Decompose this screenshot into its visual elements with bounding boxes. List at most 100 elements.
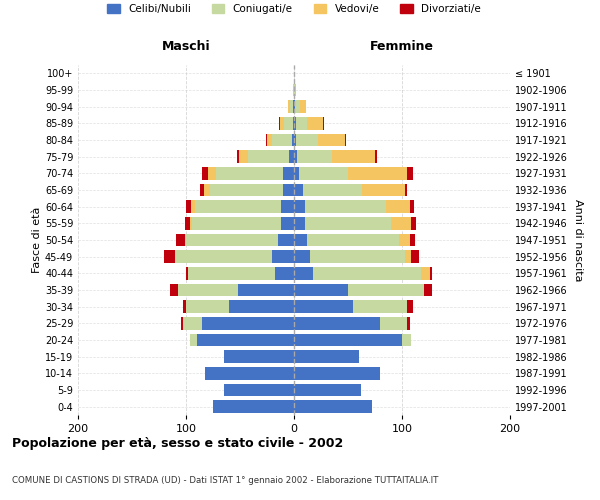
Bar	[186, 300, 229, 313]
Bar	[193, 217, 281, 230]
Bar	[202, 167, 208, 179]
Bar	[281, 200, 294, 213]
Bar	[190, 217, 193, 230]
Bar	[410, 250, 419, 263]
Bar	[208, 167, 216, 179]
Bar	[295, 100, 301, 113]
Bar	[186, 200, 191, 213]
Bar	[332, 150, 375, 163]
Bar	[280, 117, 284, 130]
Text: Popolazione per età, sesso e stato civile - 2002: Popolazione per età, sesso e stato civil…	[12, 437, 343, 450]
Bar	[197, 334, 294, 346]
Bar	[213, 400, 294, 413]
Bar	[205, 367, 294, 380]
Bar	[284, 117, 293, 130]
Bar	[237, 150, 239, 163]
Bar	[296, 117, 307, 130]
Bar	[348, 284, 424, 296]
Bar	[191, 200, 194, 213]
Bar	[294, 400, 372, 413]
Bar	[238, 284, 294, 296]
Bar	[294, 284, 348, 296]
Bar	[186, 267, 188, 280]
Bar	[279, 117, 280, 130]
Bar	[290, 100, 293, 113]
Bar	[305, 217, 391, 230]
Bar	[283, 184, 294, 196]
Bar	[272, 250, 294, 263]
Bar	[295, 84, 296, 96]
Bar	[224, 384, 294, 396]
Bar	[310, 250, 405, 263]
Bar	[307, 117, 323, 130]
Bar	[294, 250, 310, 263]
Y-axis label: Anni di nascita: Anni di nascita	[573, 198, 583, 281]
Bar	[294, 384, 361, 396]
Bar	[287, 100, 290, 113]
Bar	[294, 117, 296, 130]
Bar	[229, 300, 294, 313]
Bar	[302, 184, 362, 196]
Bar	[190, 334, 197, 346]
Bar	[248, 150, 289, 163]
Bar	[239, 150, 248, 163]
Bar	[430, 267, 432, 280]
Bar	[386, 200, 410, 213]
Bar	[297, 150, 332, 163]
Bar	[294, 167, 299, 179]
Bar	[299, 167, 348, 179]
Bar	[348, 167, 407, 179]
Bar	[181, 317, 183, 330]
Bar	[294, 100, 295, 113]
Text: Femmine: Femmine	[370, 40, 434, 54]
Bar	[305, 200, 386, 213]
Bar	[294, 350, 359, 363]
Bar	[391, 217, 410, 230]
Bar	[407, 300, 413, 313]
Bar	[421, 267, 430, 280]
Bar	[293, 117, 294, 130]
Y-axis label: Fasce di età: Fasce di età	[32, 207, 42, 273]
Bar	[294, 334, 402, 346]
Bar	[275, 267, 294, 280]
Bar	[170, 284, 178, 296]
Bar	[294, 317, 380, 330]
Bar	[362, 184, 405, 196]
Bar	[410, 200, 414, 213]
Bar	[294, 217, 305, 230]
Bar	[424, 284, 432, 296]
Bar	[178, 284, 238, 296]
Bar	[175, 250, 272, 263]
Legend: Celibi/Nubili, Coniugati/e, Vedovi/e, Divorziati/e: Celibi/Nubili, Coniugati/e, Vedovi/e, Di…	[103, 0, 485, 18]
Bar	[294, 134, 296, 146]
Bar	[272, 134, 292, 146]
Bar	[294, 184, 302, 196]
Bar	[289, 150, 294, 163]
Bar	[405, 184, 407, 196]
Bar	[278, 234, 294, 246]
Bar	[405, 250, 410, 263]
Bar	[353, 300, 407, 313]
Bar	[186, 234, 278, 246]
Bar	[283, 167, 294, 179]
Bar	[407, 317, 410, 330]
Bar	[375, 150, 377, 163]
Bar	[301, 100, 306, 113]
Bar	[202, 317, 294, 330]
Bar	[188, 267, 275, 280]
Bar	[266, 134, 267, 146]
Bar	[293, 100, 294, 113]
Bar	[185, 234, 186, 246]
Bar	[194, 200, 281, 213]
Bar	[318, 134, 345, 146]
Bar	[224, 350, 294, 363]
Bar	[164, 250, 175, 263]
Bar	[216, 167, 283, 179]
Text: COMUNE DI CASTIONS DI STRADA (UD) - Dati ISTAT 1° gennaio 2002 - Elaborazione TU: COMUNE DI CASTIONS DI STRADA (UD) - Dati…	[12, 476, 439, 485]
Bar	[296, 134, 318, 146]
Bar	[345, 134, 346, 146]
Bar	[292, 134, 294, 146]
Bar	[313, 267, 421, 280]
Bar	[294, 234, 307, 246]
Text: Maschi: Maschi	[161, 40, 211, 54]
